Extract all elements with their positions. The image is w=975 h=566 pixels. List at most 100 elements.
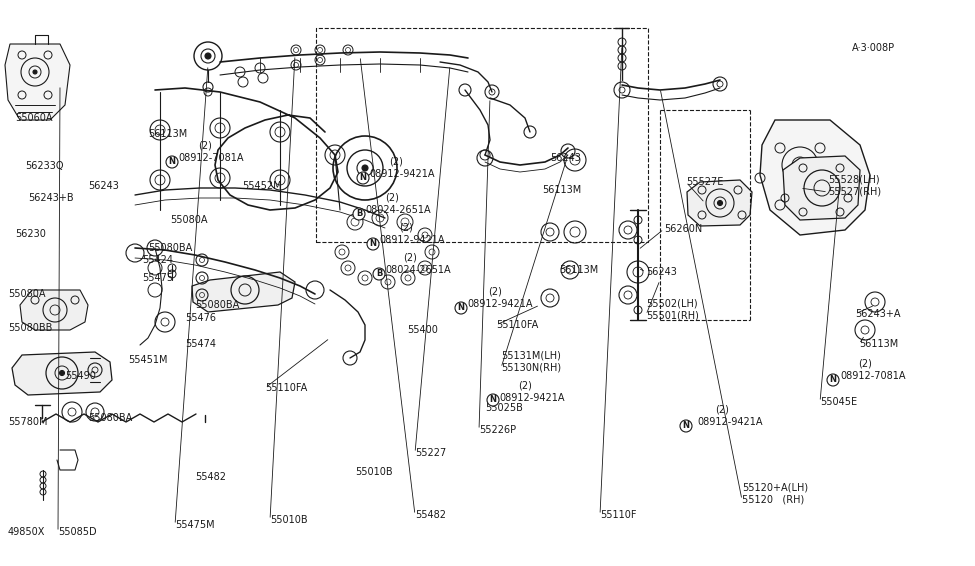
Text: 55451M: 55451M bbox=[128, 355, 168, 365]
Circle shape bbox=[161, 318, 169, 326]
Text: 55780M: 55780M bbox=[8, 417, 48, 427]
Text: 55475: 55475 bbox=[142, 273, 174, 283]
Circle shape bbox=[33, 70, 37, 74]
Text: 56243+B: 56243+B bbox=[28, 193, 74, 203]
Text: N: N bbox=[360, 174, 367, 182]
Text: 55131M(LH): 55131M(LH) bbox=[501, 350, 561, 360]
Text: 55490: 55490 bbox=[65, 371, 96, 381]
Circle shape bbox=[546, 228, 554, 236]
Text: B: B bbox=[356, 209, 362, 218]
Text: 55226P: 55226P bbox=[479, 425, 516, 435]
Text: 56243: 56243 bbox=[88, 181, 119, 191]
Text: (2): (2) bbox=[389, 157, 403, 167]
Circle shape bbox=[797, 162, 803, 168]
Polygon shape bbox=[12, 352, 112, 395]
Text: N: N bbox=[169, 157, 176, 166]
Circle shape bbox=[546, 294, 554, 302]
Text: 56113M: 56113M bbox=[859, 339, 898, 349]
Text: 55482: 55482 bbox=[195, 472, 226, 482]
Text: N: N bbox=[489, 396, 496, 405]
Text: 55010B: 55010B bbox=[355, 467, 393, 477]
Circle shape bbox=[318, 48, 323, 53]
Text: (2): (2) bbox=[858, 359, 872, 369]
Polygon shape bbox=[760, 120, 870, 235]
Circle shape bbox=[318, 58, 323, 62]
Circle shape bbox=[293, 48, 298, 53]
Text: 08912-9421A: 08912-9421A bbox=[467, 299, 532, 309]
Text: 55528(LH): 55528(LH) bbox=[828, 175, 879, 185]
Text: 55502(LH): 55502(LH) bbox=[646, 298, 698, 308]
Text: N: N bbox=[830, 375, 837, 384]
Text: 56113M: 56113M bbox=[559, 265, 599, 275]
Polygon shape bbox=[783, 156, 860, 220]
Text: 55025B: 55025B bbox=[485, 403, 523, 413]
Bar bbox=[316, 28, 648, 242]
Text: 55080BB: 55080BB bbox=[8, 323, 53, 333]
Text: 55120   (RH): 55120 (RH) bbox=[742, 495, 804, 505]
Circle shape bbox=[68, 408, 76, 416]
Text: 56260N: 56260N bbox=[664, 224, 702, 234]
Text: 55527(RH): 55527(RH) bbox=[828, 187, 881, 197]
Text: (2): (2) bbox=[488, 287, 502, 297]
Text: N: N bbox=[457, 303, 464, 312]
Circle shape bbox=[624, 291, 632, 299]
Text: 55424: 55424 bbox=[142, 255, 173, 265]
Text: 08912-9421A: 08912-9421A bbox=[369, 169, 435, 179]
Text: 55130N(RH): 55130N(RH) bbox=[501, 363, 562, 373]
Text: B: B bbox=[375, 269, 382, 278]
Text: (2): (2) bbox=[518, 381, 532, 391]
Text: 56233Q: 56233Q bbox=[25, 161, 63, 171]
Text: 56113M: 56113M bbox=[148, 129, 187, 139]
Text: 55080A: 55080A bbox=[8, 289, 46, 299]
Text: 55527E: 55527E bbox=[686, 177, 723, 187]
Text: 08912-7081A: 08912-7081A bbox=[840, 371, 906, 381]
Text: 55474: 55474 bbox=[185, 339, 216, 349]
Text: 08024-2651A: 08024-2651A bbox=[365, 205, 431, 215]
Text: 55010B: 55010B bbox=[270, 515, 308, 525]
Text: 55080BA: 55080BA bbox=[195, 300, 239, 310]
Circle shape bbox=[205, 53, 211, 59]
Circle shape bbox=[624, 226, 632, 234]
Text: 55045E: 55045E bbox=[820, 397, 857, 407]
Circle shape bbox=[293, 62, 298, 67]
Text: 55482: 55482 bbox=[415, 510, 446, 520]
Circle shape bbox=[566, 266, 574, 274]
Text: 49850X: 49850X bbox=[8, 527, 46, 537]
Text: 08912-9421A: 08912-9421A bbox=[499, 393, 565, 403]
Text: 56230: 56230 bbox=[15, 229, 46, 239]
Text: (2): (2) bbox=[198, 141, 212, 151]
Text: 55120+A(LH): 55120+A(LH) bbox=[742, 482, 808, 492]
Text: 56243+A: 56243+A bbox=[855, 309, 901, 319]
Polygon shape bbox=[5, 44, 70, 120]
Text: 56113M: 56113M bbox=[542, 185, 581, 195]
Text: 08024-2651A: 08024-2651A bbox=[385, 265, 450, 275]
Circle shape bbox=[59, 371, 64, 375]
Text: (2): (2) bbox=[385, 193, 399, 203]
Polygon shape bbox=[687, 180, 752, 226]
Text: 08912-9421A: 08912-9421A bbox=[697, 417, 762, 427]
Text: 55475M: 55475M bbox=[175, 520, 214, 530]
Circle shape bbox=[362, 165, 368, 171]
Text: N: N bbox=[682, 422, 689, 431]
Text: 55476: 55476 bbox=[185, 313, 216, 323]
Text: 55110F: 55110F bbox=[600, 510, 637, 520]
Text: 55227: 55227 bbox=[415, 448, 447, 458]
Text: A·3·008P: A·3·008P bbox=[852, 43, 895, 53]
Circle shape bbox=[345, 48, 350, 53]
Text: (2): (2) bbox=[399, 223, 412, 233]
Text: 55110FA: 55110FA bbox=[265, 383, 307, 393]
Text: (2): (2) bbox=[715, 405, 729, 415]
Circle shape bbox=[718, 200, 722, 205]
Text: N: N bbox=[370, 239, 376, 248]
Text: 55080BA: 55080BA bbox=[148, 243, 192, 253]
Polygon shape bbox=[20, 290, 88, 330]
Text: 08912-9421A: 08912-9421A bbox=[379, 235, 445, 245]
Text: 56243: 56243 bbox=[646, 267, 677, 277]
Text: 55452M: 55452M bbox=[242, 181, 282, 191]
Text: 56243: 56243 bbox=[550, 153, 581, 163]
Text: 55110FA: 55110FA bbox=[496, 320, 538, 330]
Text: 55501(RH): 55501(RH) bbox=[646, 310, 699, 320]
Text: 55080BA: 55080BA bbox=[88, 413, 133, 423]
Text: 55060A: 55060A bbox=[15, 113, 53, 123]
Text: 08912-7081A: 08912-7081A bbox=[178, 153, 244, 163]
